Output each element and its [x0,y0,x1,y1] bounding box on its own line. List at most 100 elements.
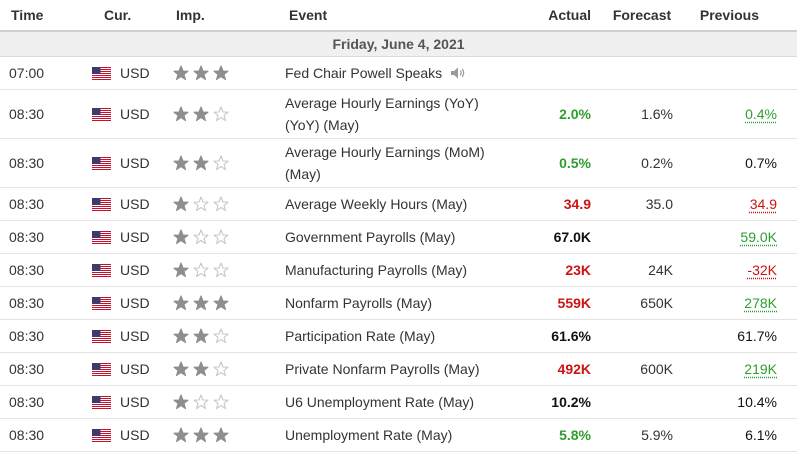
us-flag-icon [92,395,111,409]
importance-stars [172,196,285,212]
event-time: 08:30 [9,196,45,212]
us-flag-icon [92,296,111,310]
event-name-link[interactable]: Average Hourly Earnings (YoY) (YoY) (May… [285,95,479,133]
header-currency[interactable]: Cur. [104,7,132,23]
previous-value: 219K [744,361,777,377]
us-flag-icon [92,66,111,80]
header-event[interactable]: Event [289,7,328,23]
date-group-label: Friday, June 4, 2021 [0,32,797,57]
previous-value-cell: 59.0K [673,229,777,245]
table-row[interactable]: 08:30 USD Average Hourly Earnings (MoM) (M… [0,139,797,188]
previous-value-cell: 34.9 [673,196,777,212]
us-flag-icon [92,197,111,211]
header-importance[interactable]: Imp. [176,7,205,23]
importance-stars [172,394,285,410]
currency-code: USD [120,106,150,122]
event-name-link[interactable]: Average Hourly Earnings (MoM) (May) [285,144,485,182]
event-name-cell: Nonfarm Payrolls (May) [285,292,517,314]
actual-value: 5.8% [559,427,591,443]
table-row[interactable]: 08:30 USD Manufacturing Payrolls (May) 23K 2… [0,254,797,287]
event-name-link[interactable]: Government Payrolls (May) [285,229,456,245]
currency-code: USD [120,394,150,410]
actual-value: 2.0% [559,106,591,122]
event-time: 08:30 [9,361,45,377]
table-row[interactable]: 08:30 USD Participation Rate (May) 61.6% 61.… [0,320,797,353]
star-filled-icon [173,155,189,171]
event-name-link[interactable]: Unemployment Rate (May) [285,427,453,443]
star-filled-icon [173,328,189,344]
us-flag-icon [92,329,111,343]
event-name-link[interactable]: Nonfarm Payrolls (May) [285,295,433,311]
previous-value: -32K [747,262,777,278]
star-empty-icon [193,262,209,278]
previous-value-cell: 61.7% [673,328,777,344]
currency-code: USD [120,65,150,81]
event-name-link[interactable]: Manufacturing Payrolls (May) [285,262,468,278]
event-name-link[interactable]: U6 Unemployment Rate (May) [285,394,475,410]
forecast-value: 35.0 [645,196,673,212]
forecast-value: 5.9% [641,427,673,443]
event-time: 08:30 [9,394,45,410]
table-row[interactable]: 08:30 USD Government Payrolls (May) 67.0K 59… [0,221,797,254]
star-filled-icon [213,65,229,81]
actual-value: 23K [565,262,591,278]
star-filled-icon [193,65,209,81]
header-actual[interactable]: Actual [548,7,591,23]
table-row[interactable]: 08:30 USD Nonfarm Payrolls (May) 559K 650K 27… [0,287,797,320]
event-name-cell: Participation Rate (May) [285,325,517,347]
currency-code: USD [120,361,150,377]
speaker-icon[interactable] [450,66,466,80]
header-time[interactable]: Time [11,7,44,23]
previous-value: 0.4% [745,106,777,122]
event-name-cell: Private Nonfarm Payrolls (May) [285,358,517,380]
star-filled-icon [173,361,189,377]
star-empty-icon [213,262,229,278]
header-previous[interactable]: Previous [699,7,759,23]
star-filled-icon [173,295,189,311]
importance-stars [172,295,285,311]
event-currency: USD [82,394,172,410]
event-name-link[interactable]: Fed Chair Powell Speaks [285,65,443,81]
actual-value: 0.5% [559,155,591,171]
event-name-cell: Average Hourly Earnings (YoY) (YoY) (May… [285,92,517,136]
event-name-link[interactable]: Participation Rate (May) [285,328,436,344]
actual-value: 10.2% [551,394,591,410]
importance-stars [172,155,285,171]
table-header: Time Cur. Imp. Event Actual Forecast Pre… [0,0,797,32]
star-empty-icon [213,155,229,171]
star-filled-icon [193,155,209,171]
star-filled-icon [173,394,189,410]
importance-stars [172,361,285,377]
us-flag-icon [92,230,111,244]
star-empty-icon [193,196,209,212]
star-filled-icon [173,196,189,212]
currency-code: USD [120,155,150,171]
table-row[interactable]: 08:30 USD U6 Unemployment Rate (May) 10.2% 1… [0,386,797,419]
previous-value: 59.0K [740,229,777,245]
star-empty-icon [213,229,229,245]
event-currency: USD [82,106,172,122]
event-name-link[interactable]: Average Weekly Hours (May) [285,196,468,212]
event-name-link[interactable]: Private Nonfarm Payrolls (May) [285,361,480,377]
table-row[interactable]: 08:30 USD Average Hourly Earnings (YoY) (Y… [0,90,797,139]
table-row[interactable]: 08:30 USD Unemployment Rate (May) 5.8% 5.9% 6… [0,419,797,452]
event-currency: USD [82,295,172,311]
star-empty-icon [193,229,209,245]
currency-code: USD [120,229,150,245]
table-row[interactable]: 07:00 USD Fed Chair Powell Speaks [0,57,797,90]
event-currency: USD [82,328,172,344]
event-rows: 07:00 USD Fed Chair Powell Speaks 08:30 USD A… [0,57,797,452]
event-name-cell: Fed Chair Powell Speaks [285,62,517,84]
forecast-value: 24K [648,262,673,278]
previous-value-cell: 0.7% [673,155,777,171]
star-filled-icon [193,361,209,377]
us-flag-icon [92,156,111,170]
table-row[interactable]: 08:30 USD Private Nonfarm Payrolls (May) 49… [0,353,797,386]
event-currency: USD [82,427,172,443]
table-row[interactable]: 08:30 USD Average Weekly Hours (May) 34.9 35… [0,188,797,221]
previous-value: 10.4% [737,394,777,410]
importance-stars [172,229,285,245]
currency-code: USD [120,295,150,311]
header-forecast[interactable]: Forecast [612,7,672,23]
